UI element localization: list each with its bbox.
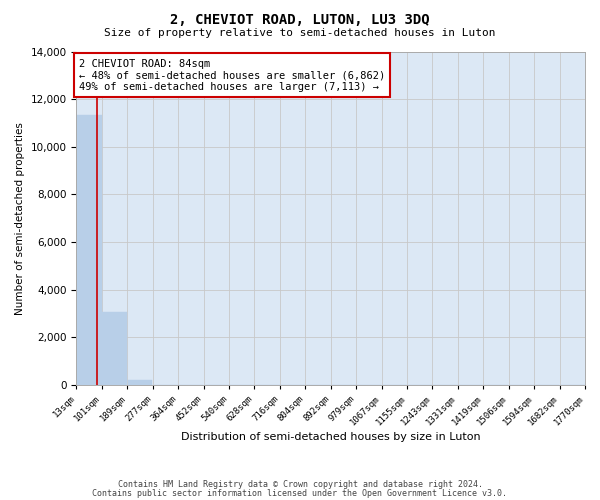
- X-axis label: Distribution of semi-detached houses by size in Luton: Distribution of semi-detached houses by …: [181, 432, 481, 442]
- Text: 2 CHEVIOT ROAD: 84sqm
← 48% of semi-detached houses are smaller (6,862)
49% of s: 2 CHEVIOT ROAD: 84sqm ← 48% of semi-deta…: [79, 58, 385, 92]
- Text: Contains public sector information licensed under the Open Government Licence v3: Contains public sector information licen…: [92, 489, 508, 498]
- Bar: [102, 312, 127, 385]
- Text: 2, CHEVIOT ROAD, LUTON, LU3 3DQ: 2, CHEVIOT ROAD, LUTON, LU3 3DQ: [170, 12, 430, 26]
- Bar: [77, 116, 101, 385]
- Y-axis label: Number of semi-detached properties: Number of semi-detached properties: [15, 122, 25, 314]
- Bar: [128, 380, 152, 385]
- Text: Size of property relative to semi-detached houses in Luton: Size of property relative to semi-detach…: [104, 28, 496, 38]
- Text: Contains HM Land Registry data © Crown copyright and database right 2024.: Contains HM Land Registry data © Crown c…: [118, 480, 482, 489]
